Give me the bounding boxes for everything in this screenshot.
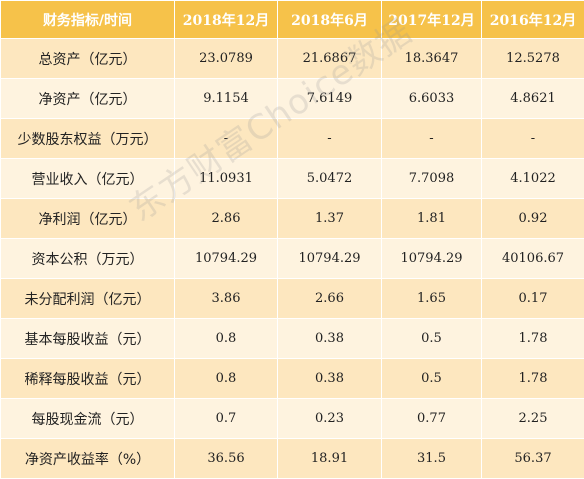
row-label: 营业收入（亿元） [1, 159, 175, 199]
table-cell: 56.37 [482, 439, 584, 479]
table-cell: 0.8 [175, 319, 278, 359]
row-label: 未分配利润（亿元） [1, 279, 175, 319]
row-label: 基本每股收益（元） [1, 319, 175, 359]
table-row-diluted-eps: 稀释每股收益（元） 0.8 0.38 0.5 1.78 [1, 359, 584, 399]
table-row-undistributed-profit: 未分配利润（亿元） 3.86 2.66 1.65 0.17 [1, 279, 584, 319]
table-cell: 6.6033 [382, 79, 482, 119]
table-cell: 21.6867 [278, 39, 382, 79]
row-label: 总资产（亿元） [1, 39, 175, 79]
table-cell: 0.23 [278, 399, 382, 439]
header-cell-2017-12: 2017年12月 [382, 1, 482, 39]
row-label: 净资产（亿元） [1, 79, 175, 119]
table-cell: 1.65 [382, 279, 482, 319]
table-cell: - [382, 119, 482, 159]
table-cell: - [482, 119, 584, 159]
table-cell: 2.86 [175, 199, 278, 239]
table-cell: 11.0931 [175, 159, 278, 199]
table-cell: 0.8 [175, 359, 278, 399]
row-label: 少数股东权益（万元） [1, 119, 175, 159]
table-cell: 1.37 [278, 199, 382, 239]
table-cell: 7.7098 [382, 159, 482, 199]
row-label: 净利润（亿元） [1, 199, 175, 239]
table-cell: 3.86 [175, 279, 278, 319]
table-cell: 0.5 [382, 359, 482, 399]
table-row-basic-eps: 基本每股收益（元） 0.8 0.38 0.5 1.78 [1, 319, 584, 359]
row-label: 净资产收益率（%） [1, 439, 175, 479]
table-cell: 5.0472 [278, 159, 382, 199]
table-cell: 10794.29 [382, 239, 482, 279]
table-cell: 0.38 [278, 319, 382, 359]
table-row-total-assets: 总资产（亿元） 23.0789 21.6867 18.3647 12.5278 [1, 39, 584, 79]
table-cell: 0.17 [482, 279, 584, 319]
table-cell: 10794.29 [278, 239, 382, 279]
table-cell: 2.66 [278, 279, 382, 319]
header-cell-2018-06: 2018年6月 [278, 1, 382, 39]
table-cell: 10794.29 [175, 239, 278, 279]
table-row-capital-reserve: 资本公积（万元） 10794.29 10794.29 10794.29 4010… [1, 239, 584, 279]
header-cell-2016-12: 2016年12月 [482, 1, 584, 39]
table-cell: 23.0789 [175, 39, 278, 79]
row-label: 每股现金流（元） [1, 399, 175, 439]
table-cell: 9.1154 [175, 79, 278, 119]
table-cell: 40106.67 [482, 239, 584, 279]
table-cell: - [175, 119, 278, 159]
table-cell: 1.81 [382, 199, 482, 239]
header-row: 财务指标/时间 2018年12月 2018年6月 2017年12月 2016年1… [1, 1, 584, 39]
table-cell: 1.78 [482, 319, 584, 359]
table-cell: 0.7 [175, 399, 278, 439]
header-cell-2018-12: 2018年12月 [175, 1, 278, 39]
table-cell: 4.8621 [482, 79, 584, 119]
table-cell: 0.5 [382, 319, 482, 359]
table-cell: 12.5278 [482, 39, 584, 79]
table-row-net-profit: 净利润（亿元） 2.86 1.37 1.81 0.92 [1, 199, 584, 239]
table-cell: 36.56 [175, 439, 278, 479]
table-row-minority-interest: 少数股东权益（万元） - - - - [1, 119, 584, 159]
table-cell: 2.25 [482, 399, 584, 439]
table-row-net-assets: 净资产（亿元） 9.1154 7.6149 6.6033 4.8621 [1, 79, 584, 119]
header-cell-indicator: 财务指标/时间 [1, 1, 175, 39]
table-cell: 0.77 [382, 399, 482, 439]
table-cell: 18.91 [278, 439, 382, 479]
row-label: 资本公积（万元） [1, 239, 175, 279]
table-cell: 7.6149 [278, 79, 382, 119]
table-row-roe: 净资产收益率（%） 36.56 18.91 31.5 56.37 [1, 439, 584, 479]
table-cell: 0.92 [482, 199, 584, 239]
table-cell: - [278, 119, 382, 159]
table-row-cash-flow-per-share: 每股现金流（元） 0.7 0.23 0.77 2.25 [1, 399, 584, 439]
table-cell: 18.3647 [382, 39, 482, 79]
table-cell: 31.5 [382, 439, 482, 479]
table-row-revenue: 营业收入（亿元） 11.0931 5.0472 7.7098 4.1022 [1, 159, 584, 199]
table-cell: 4.1022 [482, 159, 584, 199]
table-cell: 0.38 [278, 359, 382, 399]
table-cell: 1.78 [482, 359, 584, 399]
row-label: 稀释每股收益（元） [1, 359, 175, 399]
